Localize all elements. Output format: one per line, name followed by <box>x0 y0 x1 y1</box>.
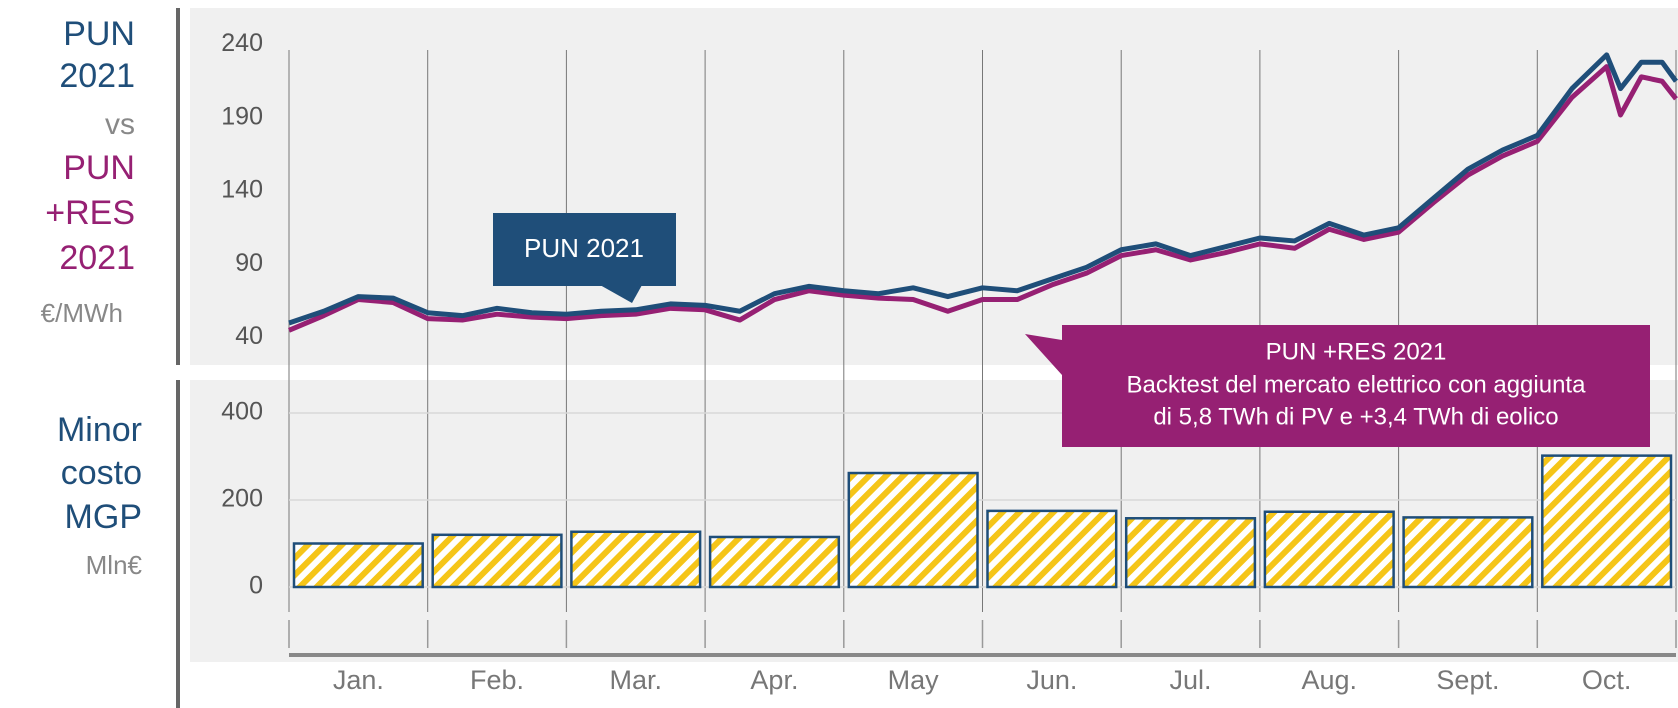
bar <box>847 471 979 589</box>
side-label: +RES <box>45 194 135 232</box>
bar <box>1124 517 1257 589</box>
line-series <box>288 52 1678 326</box>
divider <box>176 380 180 708</box>
callout-res: PUN +RES 2021 Backtest del mercato elett… <box>1025 325 1650 447</box>
bar <box>986 509 1118 589</box>
side-label: PUN <box>63 149 135 187</box>
bar <box>292 542 424 589</box>
unit-label: Mln€ <box>86 550 143 580</box>
y-tick-label: 90 <box>235 249 263 277</box>
side-label: PUN <box>63 15 135 53</box>
line-series <box>288 64 1678 333</box>
bar <box>708 535 841 589</box>
side-label: 2021 <box>59 57 135 95</box>
y-tick-label: 400 <box>221 398 263 426</box>
side-label: MGP <box>65 498 142 536</box>
annotation: di 5,8 TWh di PV e +3,4 TWh di eolico <box>1153 403 1558 430</box>
callout-pun: PUN 2021 <box>493 213 676 303</box>
annotation: PUN +RES 2021 <box>1266 338 1447 365</box>
bar <box>1402 516 1534 589</box>
bar <box>431 533 563 589</box>
divider <box>176 8 180 365</box>
unit-label: €/MWh <box>41 298 123 328</box>
bar <box>570 530 702 589</box>
x-tick-label: Apr. <box>750 665 798 695</box>
x-tick-label: May <box>888 665 940 695</box>
x-tick-label: Jan. <box>333 665 384 695</box>
y-tick-label: 40 <box>235 322 263 350</box>
y-tick-label: 190 <box>221 102 263 130</box>
side-label: 2021 <box>59 239 135 277</box>
x-tick-label: Aug. <box>1301 665 1357 695</box>
y-tick-label: 240 <box>221 29 263 57</box>
side-label: Minor <box>57 411 142 449</box>
x-tick-label: Mar. <box>609 665 662 695</box>
annotation: Backtest del mercato elettrico con aggiu… <box>1127 371 1587 398</box>
side-label: vs <box>105 108 135 141</box>
y-tick-label: 140 <box>221 176 263 204</box>
y-tick-label: 0 <box>249 572 263 600</box>
x-tick-label: Feb. <box>470 665 524 695</box>
bar <box>1263 510 1395 589</box>
side-label: costo <box>61 454 142 492</box>
annotation: PUN 2021 <box>524 233 644 263</box>
x-tick-label: Sept. <box>1436 665 1499 695</box>
bar <box>1541 454 1673 589</box>
x-tick-label: Oct. <box>1582 665 1632 695</box>
x-tick-label: Jul. <box>1170 665 1212 695</box>
y-tick-label: 200 <box>221 485 263 513</box>
x-tick-label: Jun. <box>1026 665 1077 695</box>
